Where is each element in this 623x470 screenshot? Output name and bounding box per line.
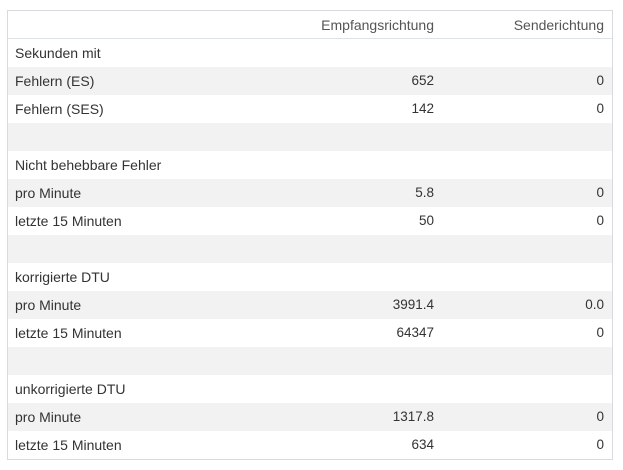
table-row: Fehlern (ES) 652 0 [8,66,612,95]
send-value [442,151,612,179]
send-value: 0 [596,409,604,424]
row-label: letzte 15 Minuten [15,212,122,229]
table-row [8,234,612,263]
table-row: letzte 15 Minuten 50 0 [8,207,612,235]
receive-value: 3991.4 [392,297,434,312]
header-receive-direction: Empfangsrichtung [298,11,442,39]
row-label [8,347,298,375]
table-row: pro Minute 1317.8 0 [8,402,612,431]
receive-value [298,39,442,67]
receive-value: 142 [411,101,434,116]
receive-value [298,263,442,291]
table-row [8,346,612,375]
table-row: letzte 15 Minuten 64347 0 [8,319,612,347]
dsl-error-statistics-table: Empfangsrichtung Senderichtung Sekunden … [7,10,613,460]
table-row: pro Minute 3991.4 0.0 [8,290,612,319]
row-label: letzte 15 Minuten [15,436,122,453]
table-row: letzte 15 Minuten 634 0 [8,431,612,459]
receive-value: 64347 [396,325,434,340]
send-value [442,39,612,67]
table-header-row: Empfangsrichtung Senderichtung [8,11,612,39]
table-row [8,122,612,151]
receive-value: 634 [411,437,434,452]
header-send-direction: Senderichtung [442,11,612,39]
row-label: Nicht behebbare Fehler [15,156,162,173]
send-value: 0 [596,185,604,200]
row-label: pro Minute [15,184,82,201]
header-label-column [8,11,298,39]
receive-value [298,235,442,263]
row-label [8,235,298,263]
table-row: Sekunden mit [8,39,612,67]
row-label: pro Minute [15,408,82,425]
send-value: 0 [596,101,604,116]
receive-value [298,347,442,375]
row-label: Fehlern (ES) [15,72,95,89]
row-label [8,123,298,151]
table-row: korrigierte DTU [8,263,612,291]
receive-value: 50 [418,213,434,228]
send-value [442,235,612,263]
receive-value [298,375,442,403]
table-row: Fehlern (SES) 142 0 [8,95,612,123]
receive-value [298,151,442,179]
row-label: letzte 15 Minuten [15,324,122,341]
receive-value: 5.8 [415,185,434,200]
row-label: unkorrigierte DTU [15,380,126,397]
send-value [442,263,612,291]
row-label: korrigierte DTU [15,268,110,285]
send-value: 0 [596,213,604,228]
row-label: Sekunden mit [15,44,101,61]
send-value [442,123,612,151]
send-value: 0 [596,325,604,340]
row-label: Fehlern (SES) [15,100,104,117]
send-value: 0.0 [585,297,604,312]
send-value [442,347,612,375]
receive-value [298,123,442,151]
table-row: pro Minute 5.8 0 [8,178,612,207]
table-row: Nicht behebbare Fehler [8,151,612,179]
row-label: pro Minute [15,296,82,313]
receive-value: 1317.8 [392,409,434,424]
send-value [442,375,612,403]
send-value: 0 [596,73,604,88]
send-value: 0 [596,437,604,452]
statistics-table: Empfangsrichtung Senderichtung Sekunden … [8,11,612,459]
receive-value: 652 [411,73,434,88]
table-row: unkorrigierte DTU [8,375,612,403]
